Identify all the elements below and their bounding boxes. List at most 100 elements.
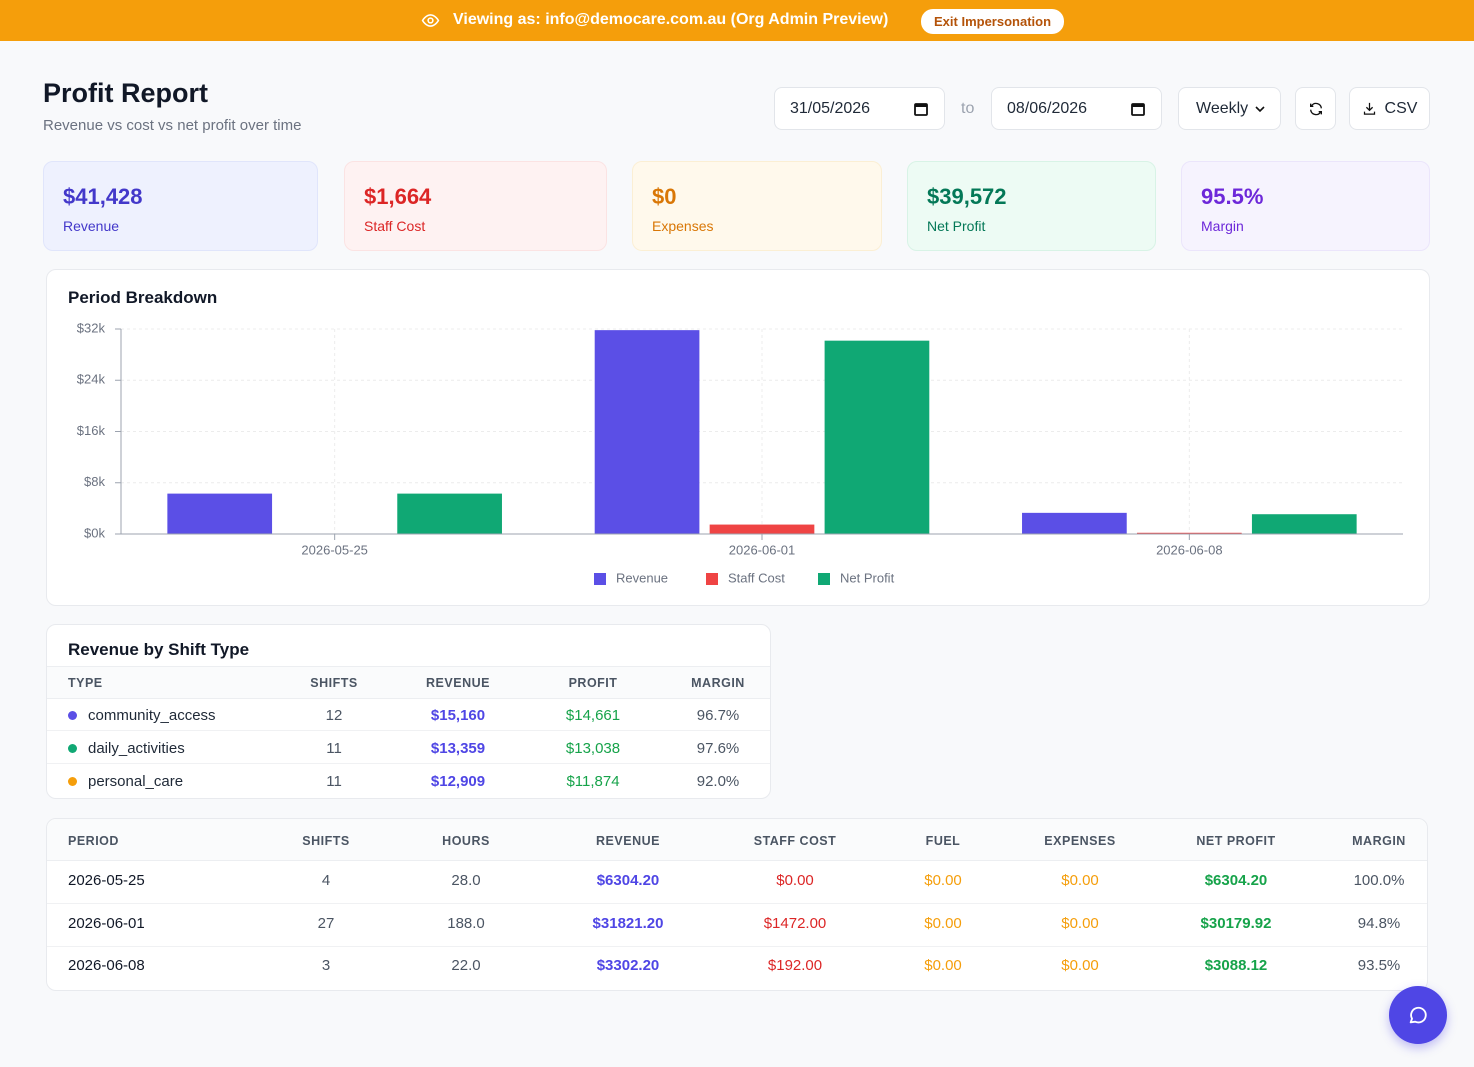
type-marker [68,744,77,753]
exit-button[interactable]: Exit Impersonation [921,9,1065,34]
y-tick-label: $8k [84,474,105,489]
column-header: STAFF COST [753,834,837,848]
column-header: HOURS [442,834,490,848]
csv-button[interactable]: CSV [1349,87,1430,130]
y-tick-label: $24k [77,372,106,387]
stat-label: Revenue [63,218,120,234]
column-header: SHIFTS [310,676,358,690]
table-cell: daily_activities [88,740,185,757]
legend-swatch [818,573,830,585]
banner-email: info@democare.com.au [545,11,727,28]
bar [167,493,273,534]
end-date-text: 08/06/2026 [1007,99,1088,117]
legend-swatch [594,573,606,585]
start-date[interactable]: 31/05/2026 [774,87,945,130]
column-header: FUEL [925,834,961,848]
column-header: TYPE [68,676,103,690]
column-header: MARGIN [1352,834,1406,848]
eye-icon [421,14,440,27]
refresh-icon [1309,102,1322,115]
stat-value: 95.5% [1201,184,1264,209]
calendar-icon [1131,102,1145,116]
download-icon [1363,102,1375,115]
table-cell: $14,661 [565,707,621,724]
chart-card: Period Breakdown $0k $8k $16k $24k $32k 2026-… [46,269,1430,606]
banner-suffix: (Org Admin Preview) [730,11,889,28]
chevron-icon [1255,105,1265,112]
chart: $0k $8k $16k $24k $32k 2026-05-25 2026-06-01 20… [77,320,1403,585]
table-cell: $12,909 [430,773,486,790]
type-marker [68,711,77,720]
legend-swatch [706,573,718,585]
table-cell: $0.00 [1061,914,1099,932]
divider [47,666,770,667]
table-cell: 4 [321,872,331,889]
table-cell: $0.00 [1061,872,1099,889]
end-date[interactable]: 08/06/2026 [991,87,1162,130]
table-cell: 27 [317,914,335,932]
stat-card: $1,664 Staff Cost [344,161,607,251]
table-cell: 12 [325,707,343,724]
banner-prefix: Viewing as: [453,11,541,28]
period-table: PERIOD SHIFTS HOURS REVENUE STAFF COST FUEL EX… [46,818,1428,991]
csv-text: CSV [1384,99,1418,117]
row-divider [47,763,770,764]
x-tick-label: 2026-06-01 [729,542,796,557]
table-cell: $1472.00 [763,914,827,932]
table-cell: $11,874 [566,773,620,790]
column-header: PERIOD [68,834,119,848]
stat-value: $41,428 [63,184,143,209]
table-cell: 2026-05-25 [68,872,145,889]
table-cell: 93.5% [1357,957,1401,974]
table-cell: community_access [88,707,216,724]
x-tick-label: 2026-05-25 [301,542,368,557]
table-cell: 188.0 [447,914,485,932]
chat-button[interactable] [1389,986,1447,1044]
column-header: MARGIN [691,676,745,690]
table-cell: 92.0% [696,773,740,790]
stat-card: $41,428 Revenue [43,161,318,251]
row-divider [47,730,770,731]
y-tick-label: $16k [77,423,106,438]
stat-label: Net Profit [927,218,986,234]
page-title: Profit Report [43,78,208,108]
y-tick-label: $32k [77,320,106,335]
table-cell: $0.00 [1061,957,1099,974]
table-cell: $0.00 [924,957,962,974]
column-header: PROFIT [568,676,618,690]
row-divider [47,945,1427,947]
stat-label: Margin [1201,218,1244,234]
column-header: EXPENSES [1044,834,1116,848]
stat-value: $1,664 [364,184,432,209]
row-divider [47,903,1427,904]
to-label: to [961,100,975,117]
bar [1251,514,1357,534]
table-cell: $31821.20 [592,914,664,932]
stat-card: $39,572 Net Profit [907,161,1156,251]
table-cell: $15,160 [430,707,486,724]
calendar-icon [914,102,928,116]
table-cell: 11 [326,740,342,757]
bar [709,524,815,534]
period-select[interactable]: Weekly [1178,87,1281,130]
table-cell: 11 [326,773,342,790]
type-marker [68,777,77,786]
stat-value: $0 [652,184,677,209]
table-cell: $0.00 [924,872,962,889]
bar [824,340,930,534]
column-header: NET PROFIT [1196,834,1276,848]
period-text: Weekly [1196,99,1249,117]
table-cell: $13,359 [430,740,486,757]
bar [1022,512,1127,534]
table-cell: $0.00 [924,914,962,932]
start-date-text: 31/05/2026 [790,99,871,117]
legend-label: Staff Cost [728,570,785,585]
table-cell: $0.00 [776,872,814,889]
refresh-button[interactable] [1295,87,1336,130]
table-cell: $3302.20 [596,957,660,974]
shift-table-title: Revenue by Shift Type [68,640,250,659]
table-cell: 3 [321,957,331,974]
table-cell: $13,038 [565,740,621,757]
header-band [47,819,1427,861]
